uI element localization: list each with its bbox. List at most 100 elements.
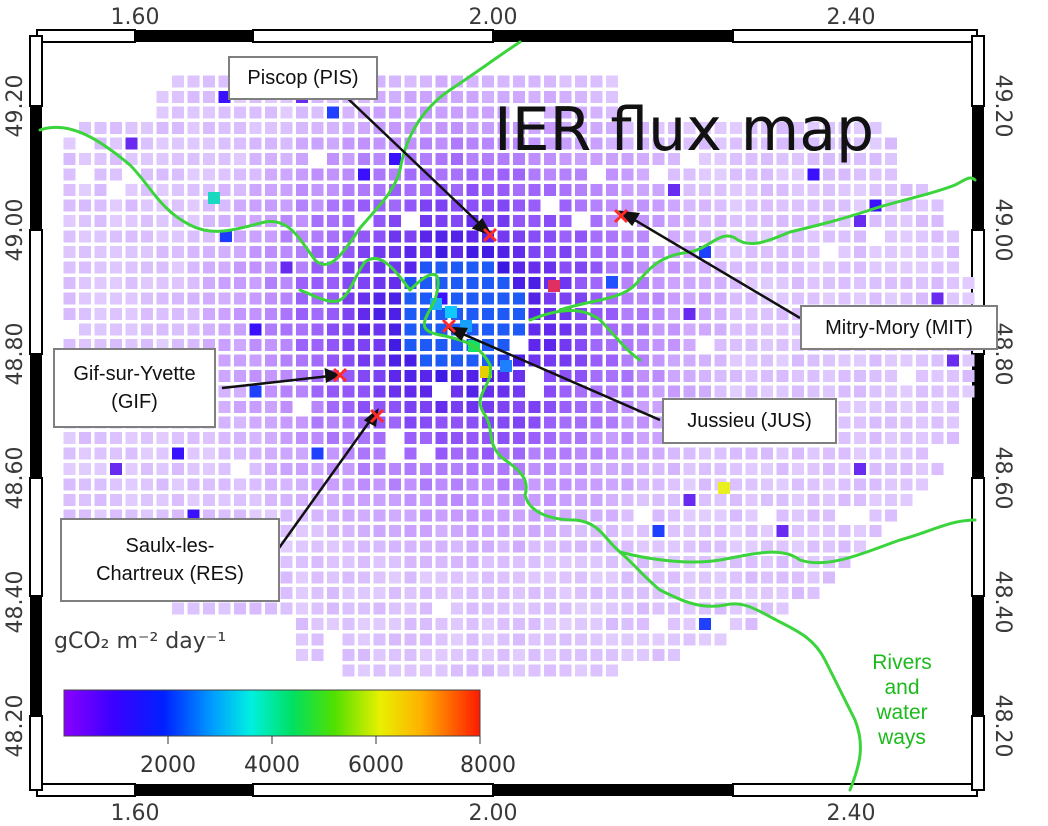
flux-cell	[156, 137, 169, 150]
flux-cell	[668, 292, 680, 305]
flux-cell	[528, 199, 541, 212]
flux-cell	[776, 385, 789, 398]
flux-cell	[854, 385, 866, 398]
flux-cell	[172, 277, 184, 289]
flux-cell	[513, 153, 525, 165]
flux-cell	[497, 246, 510, 258]
flux-cell	[156, 230, 169, 243]
river-seine-east	[618, 518, 977, 565]
flux-cell	[575, 230, 587, 243]
flux-cell	[203, 447, 215, 460]
flux-cell	[373, 649, 386, 661]
flux-cell	[947, 261, 959, 274]
flux-cell	[373, 447, 386, 460]
flux-cell	[466, 230, 479, 243]
flux-cell	[451, 184, 463, 196]
flux-cell	[621, 168, 634, 181]
flux-cell	[714, 292, 727, 305]
flux-cell	[482, 75, 494, 88]
flux-cell	[327, 525, 339, 537]
flux-cell	[652, 370, 665, 382]
flux-cell	[497, 153, 510, 165]
river-yerres	[528, 309, 642, 362]
flux-cell	[652, 137, 665, 150]
flux-cell	[497, 649, 510, 661]
flux-cell	[637, 633, 649, 646]
flux-cell	[327, 540, 339, 553]
flux-cell	[110, 292, 122, 305]
flux-cell	[621, 432, 634, 444]
flux-cell	[962, 277, 975, 289]
flux-cell	[110, 261, 122, 274]
flux-cell	[637, 494, 649, 506]
flux-cell	[203, 478, 215, 491]
flux-cell	[559, 571, 572, 584]
flux-cell	[637, 618, 649, 630]
flux-cell	[389, 633, 401, 646]
flux-cell	[497, 432, 510, 444]
flux-cell	[714, 277, 727, 289]
flux-cell	[745, 509, 758, 522]
flux-cell	[714, 571, 727, 584]
flux-cell	[94, 292, 107, 305]
flux-cell	[668, 385, 680, 398]
flux-cell	[621, 571, 634, 584]
flux-cell	[327, 308, 339, 320]
flux-cell	[79, 261, 91, 274]
flux-cell	[528, 230, 541, 243]
flux-cell	[885, 168, 897, 181]
flux-cell	[125, 137, 138, 150]
flux-cell	[265, 463, 277, 475]
flux-cell	[668, 230, 680, 243]
flux-cell	[373, 277, 386, 289]
flux-cell	[296, 137, 308, 150]
flux-cell	[203, 153, 215, 165]
flux-cell	[420, 478, 432, 491]
flux-cell	[513, 447, 525, 460]
x-tick-label: 1.60	[111, 5, 160, 30]
flux-cell	[668, 168, 680, 181]
flux-cell	[544, 525, 556, 537]
flux-cell	[931, 370, 944, 382]
colorbar-ticks: 2000 4000 6000 8000	[140, 736, 516, 778]
flux-cell	[745, 292, 758, 305]
flux-cell	[792, 230, 804, 243]
flux-cell	[451, 664, 463, 677]
flux-cell	[172, 199, 184, 212]
flux-cell	[497, 416, 510, 429]
flux-cell	[420, 91, 432, 103]
flux-cell	[885, 354, 897, 367]
flux-cell	[544, 184, 556, 196]
flux-cell	[869, 370, 882, 382]
flux-cell	[280, 246, 293, 258]
flux-cell	[482, 122, 494, 134]
flux-cell	[94, 168, 107, 181]
flux-cell	[497, 633, 510, 646]
flux-cell	[699, 184, 711, 196]
flux-cell	[606, 122, 618, 134]
left-axis-bar	[29, 35, 43, 791]
flux-cell	[125, 230, 138, 243]
flux-cell	[916, 292, 928, 305]
flux-cell	[807, 571, 820, 584]
flux-cell	[513, 556, 525, 568]
flux-cell	[621, 308, 634, 320]
flux-cell	[900, 385, 913, 398]
flux-cell	[621, 633, 634, 646]
flux-cell	[699, 153, 711, 165]
flux-cell	[528, 246, 541, 258]
flux-cell	[389, 277, 401, 289]
flux-cell	[559, 339, 572, 351]
flux-cell	[559, 168, 572, 181]
flux-cell	[342, 587, 355, 599]
flux-cell	[559, 587, 572, 599]
flux-cell	[699, 277, 711, 289]
flux-cell	[389, 509, 401, 522]
flux-cell	[823, 447, 835, 460]
flux-cell	[900, 261, 913, 274]
flux-cell	[761, 199, 773, 212]
flux-cell	[528, 618, 541, 630]
flux-cell	[404, 199, 417, 212]
flux-cell	[575, 292, 587, 305]
flux-cell	[730, 168, 742, 181]
